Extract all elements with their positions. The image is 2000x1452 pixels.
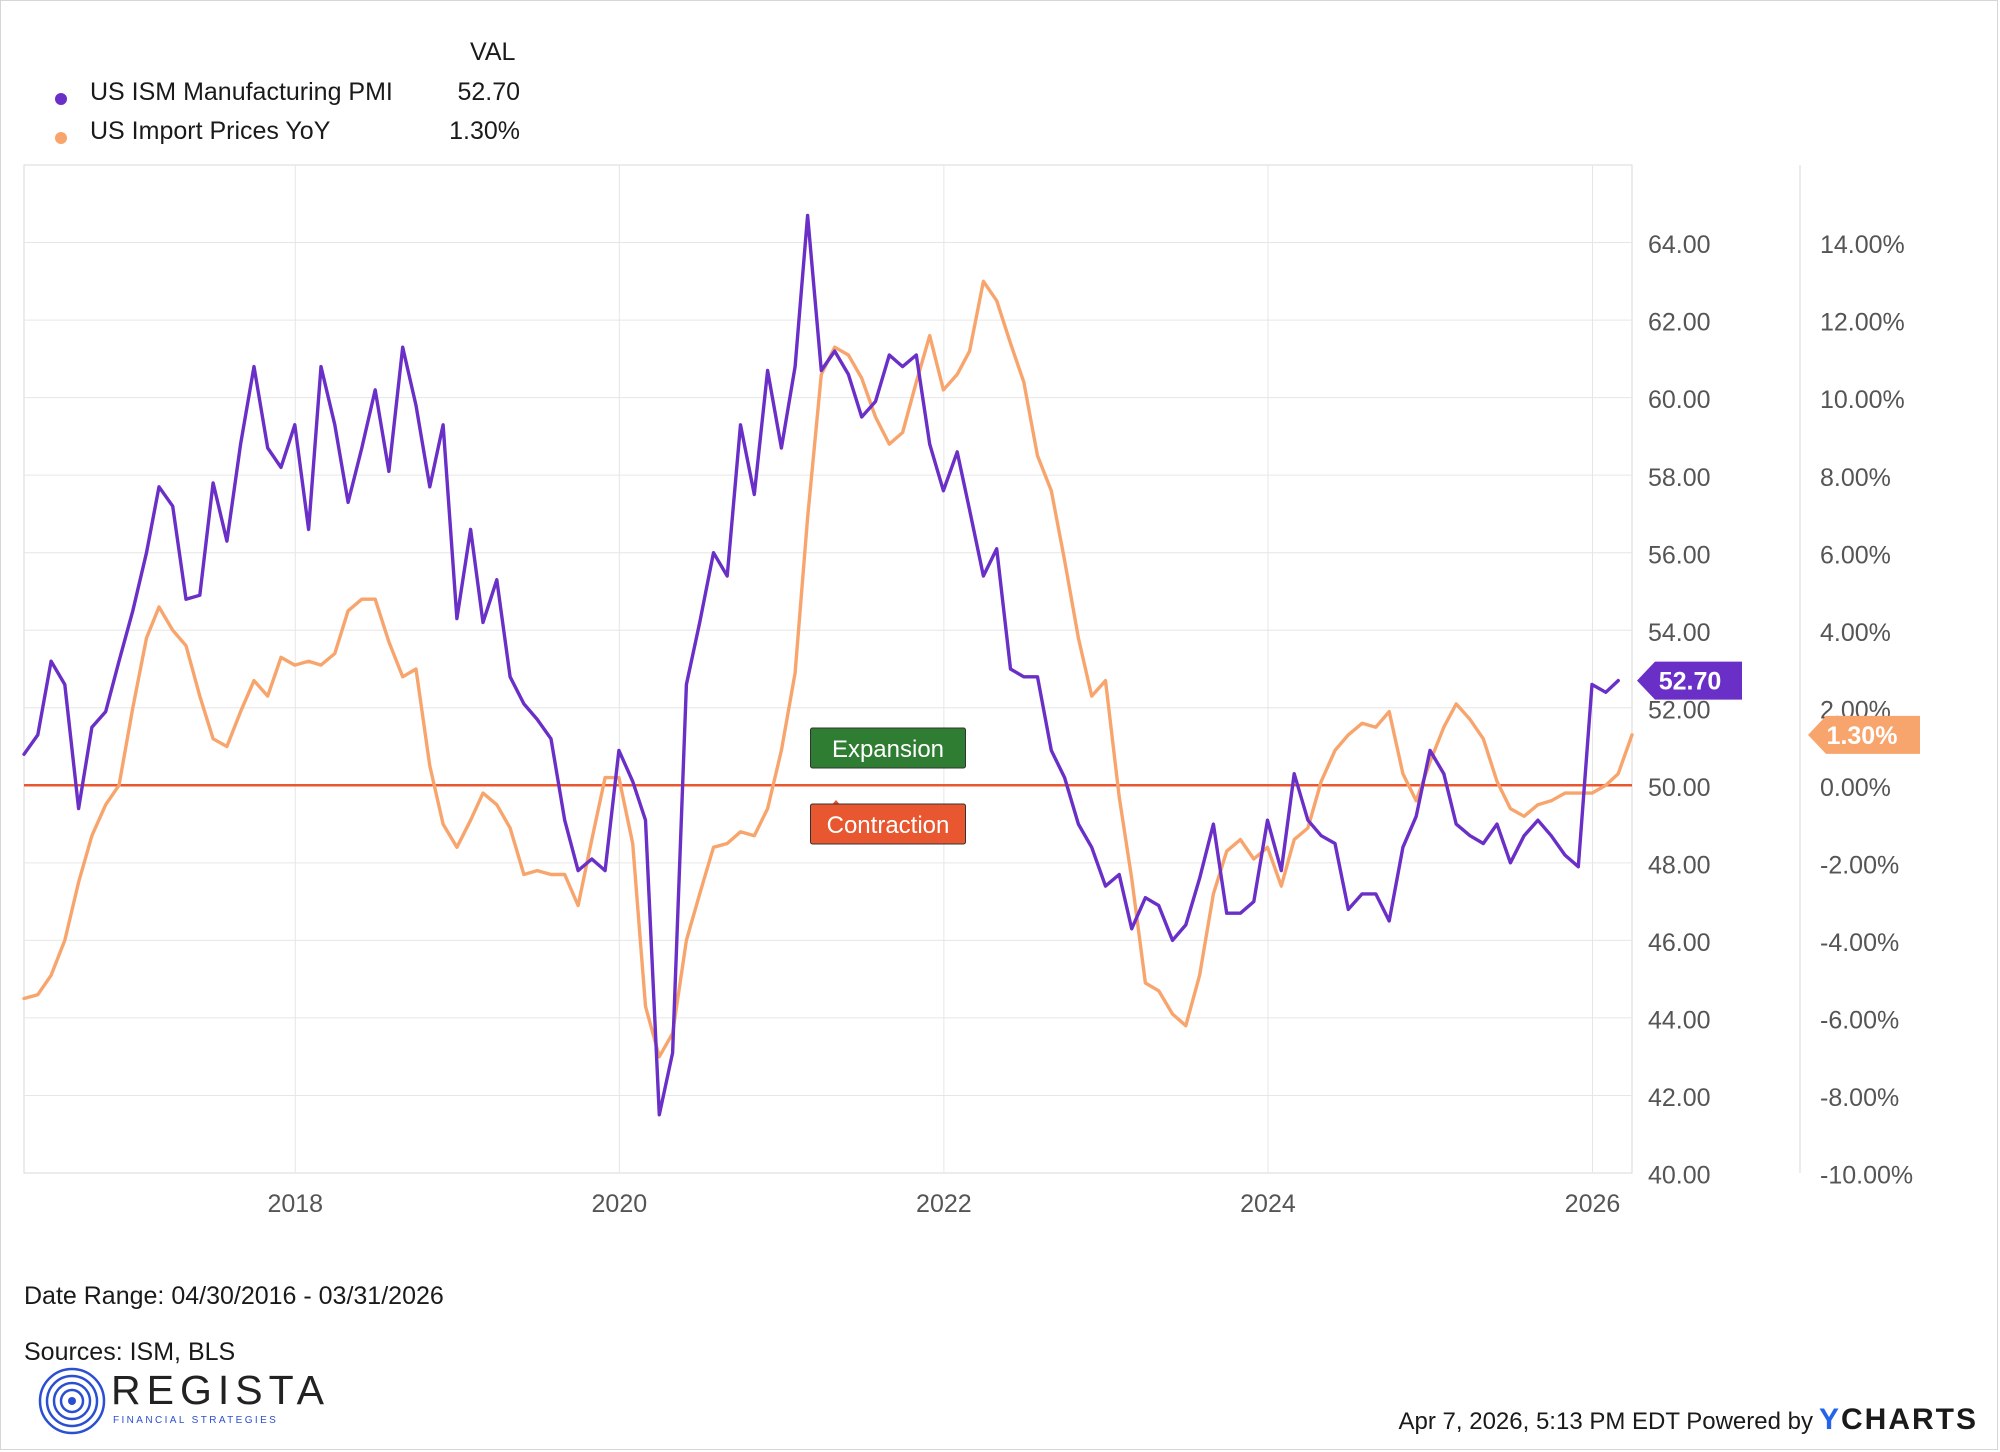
legend-item-import-prices[interactable]: US Import Prices YoY 1.30% — [50, 117, 520, 157]
y-right-tick-label: 10.00% — [1820, 386, 1905, 414]
regista-logo: REGISTA FINANCIAL STRATEGIES — [38, 1365, 324, 1440]
timestamp-text: Apr 7, 2026, 5:13 PM EDT Powered by — [1398, 1408, 1813, 1435]
end-flag-import-prices-text: 1.30% — [1827, 722, 1898, 750]
legend-series-name: US Import Prices YoY — [90, 117, 331, 145]
end-flag-ism-pmi-text: 52.70 — [1659, 668, 1722, 696]
date-range-text: Date Range: 04/30/2016 - 03/31/2026 — [24, 1282, 444, 1310]
legend-series-value: 1.30% — [449, 117, 520, 145]
y-left-tick-label: 56.00 — [1648, 541, 1711, 569]
y-right-tick-label: -2.00% — [1820, 851, 1899, 879]
y-right-tick-label: -10.00% — [1820, 1162, 1913, 1190]
y-left-tick-label: 40.00 — [1648, 1162, 1711, 1190]
y-left-tick-label: 44.00 — [1648, 1007, 1711, 1035]
y-left-tick-label: 54.00 — [1648, 619, 1711, 647]
legend-dot — [55, 132, 67, 144]
y-left-tick-label: 64.00 — [1648, 231, 1711, 259]
y-left-tick-label: 46.00 — [1648, 929, 1711, 957]
legend-header: VAL — [470, 38, 516, 66]
annotation-contraction-text: Contraction — [827, 812, 950, 839]
logo-tagline: FINANCIAL STRATEGIES — [113, 1415, 279, 1426]
y-left-tick-label: 60.00 — [1648, 386, 1711, 414]
legend-series-name: US ISM Manufacturing PMI — [90, 78, 393, 106]
y-right-tick-label: 8.00% — [1820, 464, 1891, 492]
y-left-tick-label: 62.00 — [1648, 309, 1711, 337]
y-right-tick-label: 4.00% — [1820, 619, 1891, 647]
y-right-tick-label: -6.00% — [1820, 1007, 1899, 1035]
end-flag-ism-pmi — [1637, 661, 1742, 700]
y-right-tick-label: 12.00% — [1820, 309, 1905, 337]
y-right-tick-label: 6.00% — [1820, 541, 1891, 569]
legend-item-pmi[interactable]: US ISM Manufacturing PMI 52.70 — [50, 78, 520, 118]
y-right-tick-label: -8.00% — [1820, 1084, 1899, 1112]
logo-wordmark: REGISTA — [111, 1367, 330, 1413]
legend-series-value: 52.70 — [457, 78, 520, 106]
ycharts-logo[interactable]: YCHARTS — [1819, 1403, 1978, 1436]
y-left-tick-label: 42.00 — [1648, 1084, 1711, 1112]
annotation-expansion: Expansion — [810, 727, 966, 769]
sources-text: Sources: ISM, BLS — [24, 1338, 236, 1366]
x-tick-label: 2018 — [267, 1190, 323, 1218]
annotation-expansion-box — [810, 727, 966, 769]
y-left-tick-label: 58.00 — [1648, 464, 1711, 492]
y-left-tick-label: 48.00 — [1648, 851, 1711, 879]
x-tick-label: 2020 — [592, 1190, 648, 1218]
y-left-tick-label: 52.00 — [1648, 696, 1711, 724]
ycharts-logo-rest: CHARTS — [1841, 1403, 1978, 1436]
powered-by: Apr 7, 2026, 5:13 PM EDT Powered by YCHAR… — [1399, 1403, 1978, 1437]
plot-area — [23, 164, 1633, 1174]
annotation-contraction-box — [810, 803, 966, 845]
annotation-contraction: Contraction — [810, 803, 966, 845]
x-tick-label: 2026 — [1565, 1190, 1621, 1218]
series-line-ism-pmi — [22, 213, 1620, 1117]
legend-dot — [55, 93, 67, 105]
regista-logo-mark — [38, 1367, 106, 1435]
y-left-tick-label: 50.00 — [1648, 774, 1711, 802]
x-tick-label: 2022 — [916, 1190, 972, 1218]
annotation-expansion-text: Expansion — [832, 736, 944, 763]
end-flag-import-prices — [1808, 715, 1920, 754]
y-right-tick-label: 0.00% — [1820, 774, 1891, 802]
y-right-tick-label: -4.00% — [1820, 929, 1899, 957]
x-tick-label: 2024 — [1240, 1190, 1296, 1218]
y-right-tick-label: 14.00% — [1820, 231, 1905, 259]
ycharts-logo-y: Y — [1818, 1403, 1841, 1436]
